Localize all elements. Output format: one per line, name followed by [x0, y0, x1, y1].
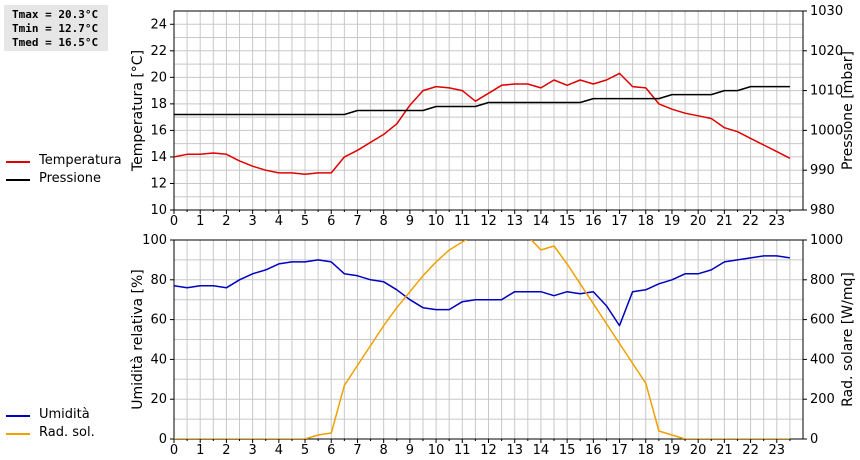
y2-tick-label: 1000: [810, 123, 843, 138]
y-tick-label: 0: [159, 432, 167, 447]
y-axis-title: Temperatura [°C]: [130, 50, 146, 172]
x-tick-label: 2: [222, 443, 230, 458]
y2-tick-label: 200: [810, 392, 835, 407]
x-tick-label: 11: [454, 443, 471, 458]
series-line-rad-sol: [174, 240, 790, 439]
y-tick-label: 14: [150, 150, 167, 165]
y-tick-label: 100: [142, 233, 167, 248]
x-tick-label: 19: [664, 443, 681, 458]
y-tick-label: 12: [150, 176, 167, 191]
x-tick-label: 17: [611, 443, 628, 458]
x-tick-label: 3: [248, 443, 256, 458]
tmed-text: Tmed = 16.5°C: [12, 36, 99, 49]
y-tick-label: 40: [150, 352, 167, 367]
y-tick-label: 60: [150, 313, 167, 328]
x-tick-label: 1: [196, 443, 204, 458]
legend-label-temperatura: Temperatura: [39, 153, 122, 168]
x-tick-label: 18: [637, 214, 654, 229]
series-line-pressione: [174, 85, 790, 116]
y2-tick-label: 990: [810, 163, 835, 178]
x-tick-label: 9: [406, 214, 414, 229]
x-tick-label: 0: [170, 214, 178, 229]
series-line-temperatura: [174, 72, 791, 175]
y2-axis-title: Pressione [mbar]: [840, 51, 856, 170]
x-tick-label: 20: [690, 214, 707, 229]
tmax-text: Tmax = 20.3°C: [12, 8, 99, 21]
y-tick-label: 18: [150, 97, 167, 112]
y2-tick-label: 0: [810, 432, 818, 447]
legend-swatch-radsol: [6, 433, 30, 435]
x-tick-label: 23: [769, 443, 786, 458]
legend-label-pressione: Pressione: [39, 171, 102, 186]
y-tick-label: 16: [150, 123, 167, 138]
x-tick-label: 19: [664, 214, 681, 229]
tmin-text: Tmin = 12.7°C: [12, 22, 99, 35]
x-tick-label: 2: [222, 214, 230, 229]
x-tick-label: 14: [533, 443, 550, 458]
x-tick-label: 11: [454, 214, 471, 229]
x-tick-label: 7: [353, 214, 361, 229]
x-tick-label: 6: [327, 214, 335, 229]
x-tick-label: 1: [196, 214, 204, 229]
series-line-umidit: [174, 255, 791, 327]
x-tick-label: 10: [428, 214, 445, 229]
stats-box: Tmax = 20.3°C Tmin = 12.7°C Tmed = 16.5°…: [4, 5, 108, 51]
y-tick-label: 22: [150, 44, 167, 59]
x-tick-label: 16: [585, 214, 602, 229]
x-tick-label: 12: [480, 214, 497, 229]
y2-tick-label: 400: [810, 352, 835, 367]
x-tick-label: 4: [275, 443, 283, 458]
x-tick-label: 17: [611, 214, 628, 229]
legend-label-radsol: Rad. sol.: [39, 425, 95, 440]
x-tick-label: 7: [353, 443, 361, 458]
x-tick-label: 13: [506, 443, 523, 458]
y-axis-title: Umidità relativa [%]: [130, 269, 146, 410]
x-tick-label: 18: [637, 443, 654, 458]
x-tick-label: 0: [170, 443, 178, 458]
x-tick-label: 13: [506, 214, 523, 229]
x-tick-label: 8: [380, 443, 388, 458]
x-tick-label: 3: [248, 214, 256, 229]
x-tick-label: 21: [716, 214, 733, 229]
x-tick-label: 10: [428, 443, 445, 458]
x-tick-label: 4: [275, 214, 283, 229]
legend-label-umidita: Umidità: [39, 407, 90, 422]
x-tick-label: 5: [301, 214, 309, 229]
y2-tick-label: 800: [810, 273, 835, 288]
legend-swatch-pressione: [6, 179, 30, 181]
temperature-pressure-panel: 0 1 2 3 4 5 6 7 8 9 10 11 12 13 14 15 16 17 18 19 20 21 22 2310…: [130, 4, 856, 229]
x-tick-label: 15: [559, 214, 576, 229]
humidity-radiation-panel: 0 1 2 3 4 5 6 7 8 9 10 11 12 13 14 15 16 17 18 19 20 21 22 2302…: [130, 233, 856, 458]
x-tick-label: 21: [716, 443, 733, 458]
x-tick-label: 9: [406, 443, 414, 458]
x-tick-label: 12: [480, 443, 497, 458]
x-tick-label: 22: [742, 214, 759, 229]
y-tick-label: 10: [150, 203, 167, 218]
x-tick-label: 8: [380, 214, 388, 229]
y-tick-label: 20: [150, 70, 167, 85]
x-tick-label: 15: [559, 443, 576, 458]
y2-tick-label: 1020: [810, 44, 843, 59]
y2-tick-label: 1030: [810, 4, 843, 19]
y-tick-label: 80: [150, 273, 167, 288]
x-tick-label: 6: [327, 443, 335, 458]
y2-axis-title: Rad. solare [W/mq]: [840, 272, 856, 407]
y2-tick-label: 1010: [810, 84, 843, 99]
y-tick-label: 24: [150, 17, 167, 32]
legend-swatch-umidita: [6, 415, 30, 417]
y2-tick-label: 1000: [810, 233, 843, 248]
y-tick-label: 20: [150, 392, 167, 407]
x-tick-label: 20: [690, 443, 707, 458]
x-tick-label: 14: [533, 214, 550, 229]
x-tick-label: 16: [585, 443, 602, 458]
x-tick-label: 22: [742, 443, 759, 458]
y2-tick-label: 980: [810, 203, 835, 218]
x-tick-label: 23: [769, 214, 786, 229]
y2-tick-label: 600: [810, 313, 835, 328]
x-tick-label: 5: [301, 443, 309, 458]
legend-swatch-temperatura: [6, 161, 30, 163]
